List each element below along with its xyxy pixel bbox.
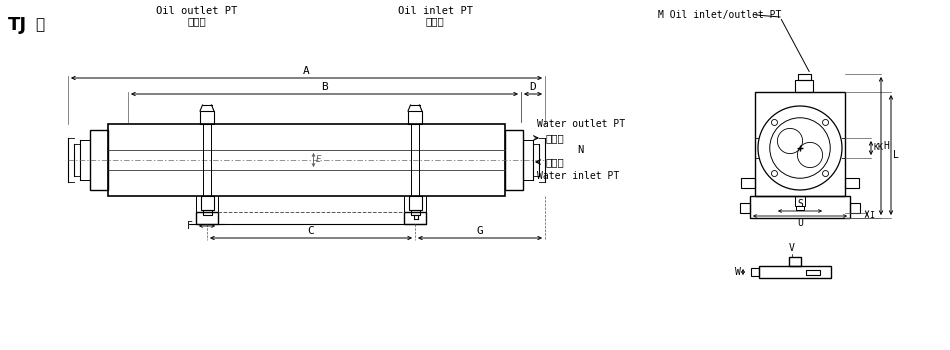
Text: W: W [735,267,741,277]
Bar [755,92,845,196]
Bar [408,196,422,210]
Text: I: I [869,211,874,220]
Text: TJ: TJ [8,16,28,34]
Bar [411,124,419,196]
Text: D: D [530,82,537,92]
Bar [796,206,804,210]
Text: E: E [315,155,321,164]
Text: H: H [883,141,889,151]
Bar [795,196,805,206]
Text: M Oil inlet/outlet PT: M Oil inlet/outlet PT [658,10,781,20]
Text: N: N [577,145,583,155]
Bar [90,130,108,190]
Text: 油入口: 油入口 [426,16,445,26]
Bar [108,124,505,196]
Text: Water inlet PT: Water inlet PT [537,171,619,181]
Text: Oil outlet PT: Oil outlet PT [157,6,238,16]
Bar [789,257,801,266]
Text: U: U [797,218,803,228]
Bar [751,268,759,276]
Bar [797,74,810,80]
Text: B: B [321,82,328,92]
Bar [505,130,523,190]
Bar [200,196,214,210]
Text: Water outlet PT: Water outlet PT [537,119,625,129]
Bar [740,203,750,213]
Text: G: G [477,226,484,236]
Text: KK: KK [873,144,883,153]
Bar [196,212,218,224]
Bar [408,111,422,124]
Bar [759,266,831,278]
Bar [845,178,859,188]
Bar [806,270,820,274]
Text: C: C [308,226,314,236]
Bar [404,212,426,224]
Bar [795,80,813,92]
Text: V: V [789,243,795,253]
Text: 入水口: 入水口 [545,157,563,167]
Bar [410,210,420,215]
Text: S: S [797,199,803,209]
Bar [202,210,212,215]
Text: 型: 型 [35,18,44,33]
Text: 出水口: 出水口 [545,133,563,143]
Text: F: F [187,221,193,231]
Text: Oil inlet PT: Oil inlet PT [397,6,472,16]
Bar [850,203,860,213]
Text: A: A [303,66,310,76]
Bar [750,196,850,218]
Bar [741,178,755,188]
Bar [200,111,214,124]
Bar [203,124,211,196]
Text: L: L [893,150,899,160]
Text: 油出口: 油出口 [188,16,206,26]
